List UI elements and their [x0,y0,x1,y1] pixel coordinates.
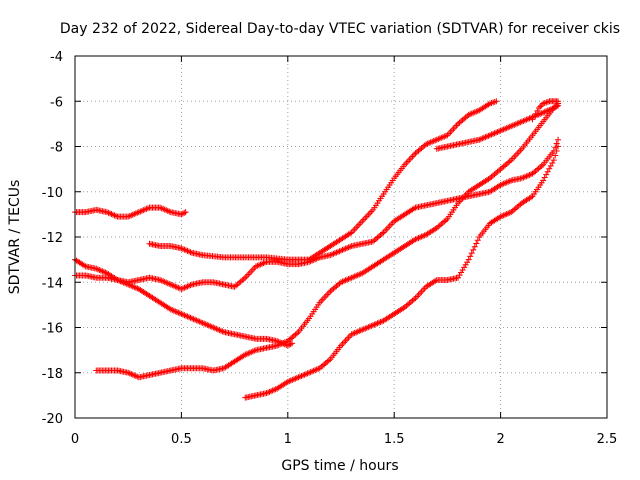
y-tick-label: -4 [50,50,63,65]
data-point-marker [553,140,560,147]
y-tick-label: -12 [42,231,63,246]
x-tick-label: 2 [496,432,504,447]
y-tick-label: -6 [50,95,63,110]
data-point-marker [468,250,475,257]
data-point-marker [555,136,562,143]
data-point-marker [467,253,474,260]
series-track-a [72,204,189,220]
data-point-marker [552,152,559,159]
data-point-marker [555,98,562,105]
data-point-marker [493,98,500,105]
data-point-marker [471,243,478,250]
data-point-marker [553,103,560,110]
series-track-e [93,100,562,381]
tick-layer: 0 0.5 1 1.5 2 2.5 -20 -18 -16 -14 -12 -10 -8 -6 -4 [42,50,618,447]
y-tick-label: -16 [42,322,63,337]
series-track-h [529,98,562,123]
data-point-marker [473,240,480,247]
data-point-marker [287,341,294,348]
x-axis-label: GPS time / hours [281,458,398,474]
y-axis-label: SDTVAR / TECUs [7,180,23,295]
x-tick-label: 0.5 [171,432,192,447]
data-point-marker [553,148,560,155]
y-tick-label: -10 [42,186,63,201]
x-tick-label: 1.5 [384,432,405,447]
chart-title: Day 232 of 2022, Sidereal Day-to-day VTE… [60,21,620,37]
series-layer [72,98,562,401]
data-point-marker [182,209,189,216]
data-point-marker [289,340,296,347]
data-point-marker [470,246,477,253]
y-tick-label: -20 [42,412,63,427]
data-point-marker [474,237,481,244]
y-tick-label: -18 [42,367,63,382]
y-tick-label: -8 [50,141,63,156]
x-tick-label: 1 [284,432,292,447]
data-point-marker [465,256,472,263]
data-point-marker [555,143,562,150]
plot-frame [74,55,608,419]
x-tick-label: 0 [71,432,79,447]
data-point-marker [181,209,188,216]
y-tick-label: -14 [42,276,63,291]
x-tick-label: 2.5 [597,432,618,447]
data-point-marker [550,157,557,164]
series-track-f [242,143,562,401]
data-point-marker [552,144,559,151]
